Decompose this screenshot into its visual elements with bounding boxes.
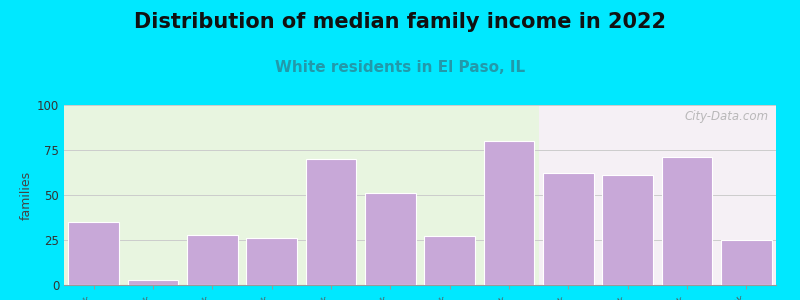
Text: White residents in El Paso, IL: White residents in El Paso, IL [275, 60, 525, 75]
Bar [662, 157, 712, 285]
Bar [187, 235, 238, 285]
Text: City-Data.com: City-Data.com [685, 110, 769, 123]
Bar [365, 193, 415, 285]
Bar [64, 105, 538, 285]
Bar [425, 236, 475, 285]
Bar [306, 159, 356, 285]
Bar [538, 105, 776, 285]
Bar [484, 141, 534, 285]
Bar [543, 173, 594, 285]
Y-axis label: families: families [20, 170, 33, 220]
Bar [721, 240, 771, 285]
Text: Distribution of median family income in 2022: Distribution of median family income in … [134, 12, 666, 32]
Bar [602, 175, 653, 285]
Bar [69, 222, 119, 285]
Bar [246, 238, 297, 285]
Bar [128, 280, 178, 285]
